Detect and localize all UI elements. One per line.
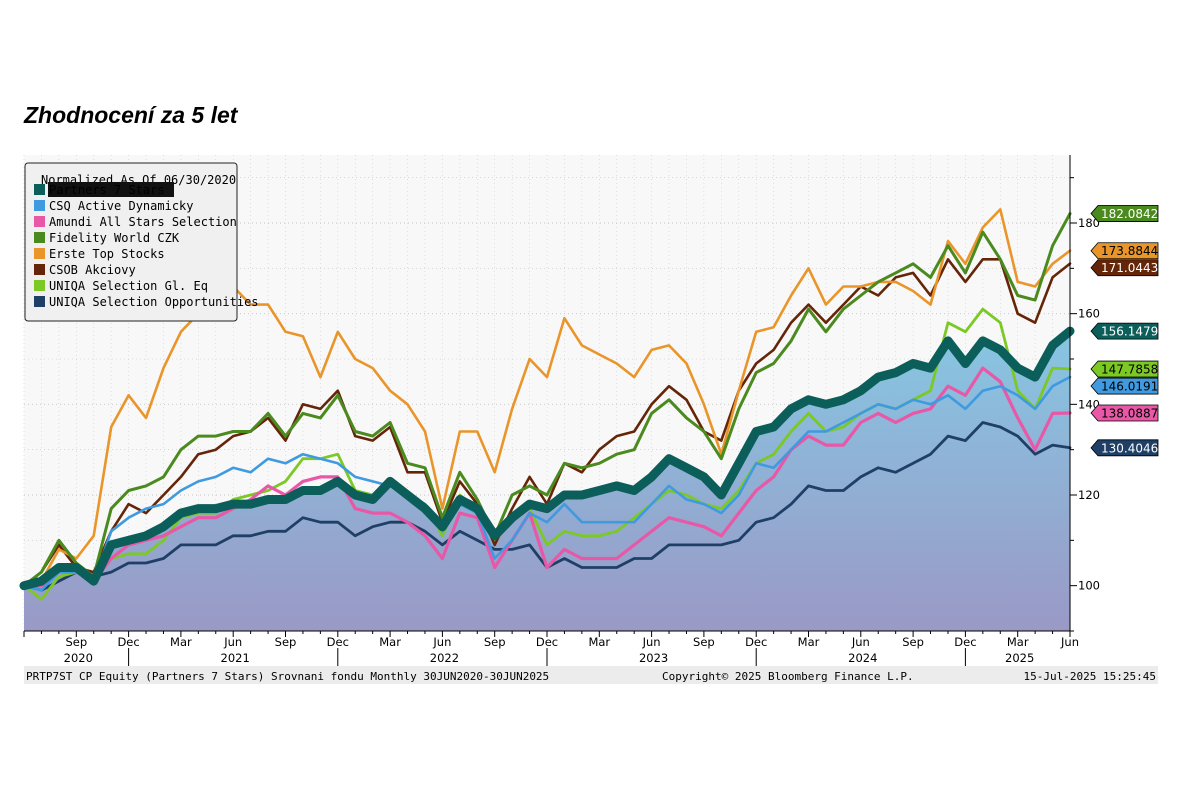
x-year-label: 2021	[221, 651, 250, 665]
axes: 100 120 140 160 180 Sep Dec Mar Jun Sep Dec Mar Jun S…	[23, 155, 1100, 666]
x-tick-label: Jun	[432, 635, 451, 649]
legend-swatch	[34, 184, 45, 195]
legend-swatch	[34, 200, 45, 211]
legend-highlight	[48, 182, 174, 197]
x-tick-label: Mar	[798, 635, 820, 649]
x-tick-label: Dec	[745, 635, 767, 649]
end-label-text: 156.1479	[1101, 325, 1158, 339]
x-tick-label: Dec	[954, 635, 976, 649]
footer-source: PRTP7ST CP Equity (Partners 7 Stars) Sro…	[26, 670, 549, 683]
x-year-label: 2022	[430, 651, 459, 665]
y-tick-label: 100	[1078, 579, 1100, 593]
x-tick-label: Jun	[1060, 635, 1079, 649]
x-tick-label: Dec	[117, 635, 139, 649]
end-label-text: 146.0191	[1101, 380, 1158, 394]
end-label-text: 147.7858	[1101, 363, 1158, 377]
x-tick-label: Dec	[327, 635, 349, 649]
x-tick-label: Jun	[223, 635, 242, 649]
end-label-text: 182.0842	[1101, 207, 1158, 221]
legend-entry: Erste Top Stocks	[49, 247, 165, 261]
legend-swatch	[34, 216, 45, 227]
area-partners-7-stars	[24, 331, 1070, 631]
end-label-text: 138.0887	[1101, 406, 1158, 420]
legend-swatch	[34, 248, 45, 259]
x-tick-label: Jun	[851, 635, 870, 649]
footer: PRTP7ST CP Equity (Partners 7 Stars) Sro…	[24, 666, 1158, 684]
x-tick-label: Mar	[1007, 635, 1029, 649]
end-label-text: 173.8844	[1101, 244, 1158, 258]
legend-swatch	[34, 296, 45, 307]
legend-entry: Partners 7 Stars	[49, 183, 165, 197]
end-label-text: 171.0443	[1101, 261, 1158, 275]
series-line-3	[22, 212, 1072, 588]
series-line-2	[22, 366, 1072, 588]
x-tick-label: Sep	[693, 635, 715, 649]
legend-swatch	[34, 232, 45, 243]
page-title: Zhodnocení za 5 let	[24, 102, 238, 128]
y-tick-label: 160	[1078, 307, 1100, 321]
series-line-0	[19, 326, 1075, 591]
x-year-label: 2024	[848, 651, 877, 665]
end-label-tag	[1090, 404, 1159, 422]
legend-entry: Fidelity World CZK	[49, 231, 180, 245]
end-label-tag	[1090, 259, 1159, 277]
area-fill	[24, 331, 1070, 631]
end-label-tag	[1090, 377, 1159, 395]
x-year-label: 2025	[1005, 651, 1034, 665]
x-tick-label: Dec	[536, 635, 558, 649]
y-tick-label: 180	[1078, 216, 1100, 230]
x-tick-label: Jun	[642, 635, 661, 649]
x-tick-label: Mar	[379, 635, 401, 649]
legend-entry: Amundi All Stars Selection	[49, 215, 237, 229]
end-label-tag	[1090, 242, 1159, 260]
legend-entry: CSQ Active Dynamicky	[49, 199, 194, 213]
x-year-label: 2020	[64, 651, 93, 665]
end-label-text: 130.4046	[1101, 441, 1158, 455]
x-tick-label: Sep	[65, 635, 87, 649]
x-tick-label: Mar	[170, 635, 192, 649]
footer-copyright: Copyright© 2025 Bloomberg Finance L.P.	[662, 670, 914, 683]
x-tick-label: Sep	[275, 635, 297, 649]
legend-swatch	[34, 280, 45, 291]
footer-timestamp: 15-Jul-2025 15:25:45	[1024, 670, 1156, 683]
end-label-tag	[1090, 439, 1159, 457]
legend-entry: UNIQA Selection Gl. Eq	[49, 279, 208, 293]
y-tick-label: 120	[1078, 488, 1100, 502]
series-line-1	[22, 375, 1072, 592]
end-label-tag	[1090, 205, 1159, 222]
y-tick-label: 140	[1078, 397, 1100, 411]
legend-entry: UNIQA Selection Opportunities	[49, 295, 259, 309]
end-label-tag	[1090, 322, 1159, 340]
x-year-label: 2023	[639, 651, 668, 665]
legend-entry: CSOB Akciovy	[49, 263, 136, 277]
x-tick-label: Sep	[484, 635, 506, 649]
footer-background	[24, 666, 1158, 684]
x-tick-label: Mar	[588, 635, 610, 649]
x-tick-label: Sep	[902, 635, 924, 649]
legend-box	[24, 162, 238, 322]
end-value-labels: 182.0842 173.8844 171.0443 156.1479 147.7858…	[1090, 205, 1159, 457]
end-label-tag	[1090, 360, 1159, 378]
legend-swatch	[34, 264, 45, 275]
